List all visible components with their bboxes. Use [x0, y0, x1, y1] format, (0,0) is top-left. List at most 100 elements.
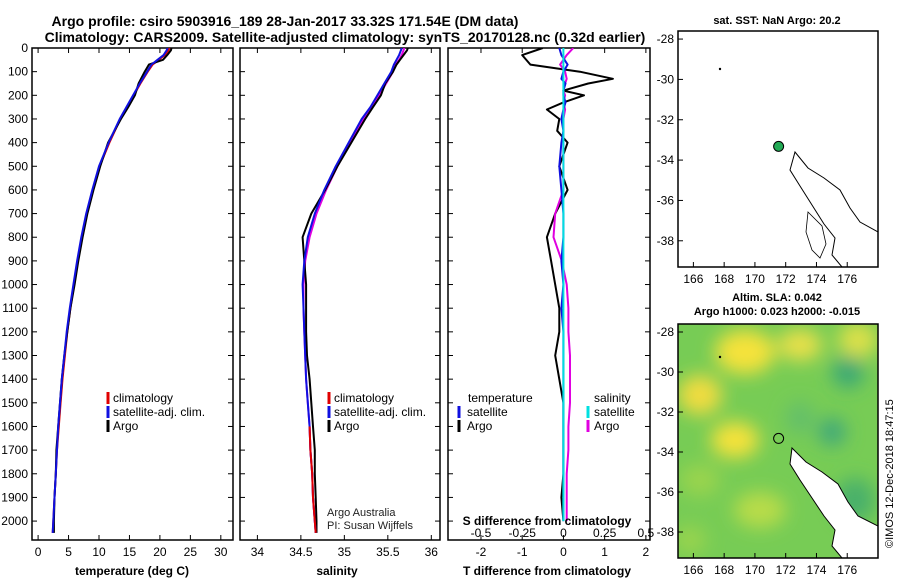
depth-tick-label: 1400 — [1, 372, 28, 386]
sla-map-subtitle: Argo h1000: 0.023 h2000: -0.015 — [694, 306, 860, 318]
lat-tick-label: -38 — [657, 234, 675, 248]
lat-tick-label: -34 — [657, 445, 675, 459]
depth-tick-label: 1600 — [1, 419, 28, 433]
temperature-lines — [51, 48, 173, 533]
sst-map-frame — [677, 30, 879, 268]
lon-tick-label: 172 — [776, 272, 796, 286]
depth-tick-label: 1000 — [1, 278, 28, 292]
salinity-x-tick-label: 35.5 — [376, 545, 400, 559]
temperature-x-tick-label: 15 — [123, 545, 137, 559]
difference-legend: temperature satellite Argo salinity sate… — [457, 391, 635, 433]
lon-tick-label: 168 — [714, 272, 734, 286]
depth-y-ticks: 0 100 200 300 400 500 600 700 800 900 1000 1100 1200… — [1, 41, 650, 528]
sst-map-lat-ticks: -28 -30 -32 -34 -36 -38 — [657, 32, 683, 248]
depth-tick-label: 1900 — [1, 490, 28, 504]
s-difference-tick-label: 0 — [560, 526, 567, 540]
salinity-lines — [301, 48, 409, 533]
salinity-x-label: salinity — [316, 564, 358, 578]
legend-t-satellite: satellite — [467, 405, 508, 419]
depth-tick-label: 0 — [21, 41, 28, 55]
sst-map-panel: sat. SST: NaN Argo: 20.2 166 168 170 172 174… — [657, 15, 879, 286]
s-difference-ticks: -0.5 -0.25 0 0.25 0.5 — [471, 526, 655, 540]
legend-s-satellite: satellite — [594, 405, 635, 419]
lat-tick-label: -36 — [657, 193, 675, 207]
lat-tick-label: -28 — [657, 32, 675, 46]
s-difference-tick-label: -0.5 — [471, 526, 492, 540]
credit-line2: PI: Susan Wijffels — [327, 520, 413, 532]
depth-tick-label: 100 — [8, 65, 28, 79]
depth-tick-label: 1300 — [1, 349, 28, 363]
t-difference-x-tick-label: -2 — [476, 545, 487, 559]
s-difference-tick-label: 0.25 — [593, 526, 617, 540]
salinity-x-tick-label: 36 — [425, 545, 439, 559]
legend-s-argo: Argo — [594, 419, 620, 433]
sla-map-panel: Altim. SLA: 0.042 Argo h1000: 0.023 h200… — [657, 292, 879, 577]
difference-plot-frame — [447, 47, 651, 541]
depth-tick-label: 600 — [8, 183, 28, 197]
difference-panel: -2 -1 0 1 2 -0.5 -0.25 0 0.25 0.5 S difference f… — [447, 47, 655, 578]
salinity-climatology-line — [302, 48, 406, 533]
salinity-legend: climatology satellite-adj. clim. Argo — [327, 391, 426, 433]
salinity-panel: 34 34.5 35 35.5 36 salinity climatology sate… — [239, 47, 441, 578]
temperature-legend: climatology satellite-adj. clim. Argo — [106, 391, 205, 433]
temperature-panel: 0 5 10 15 20 25 30 010020030040050060070080090… — [1, 41, 650, 578]
temperature-x-tick-label: 30 — [214, 545, 228, 559]
lat-tick-label: -28 — [657, 325, 675, 339]
depth-tick-label: 500 — [8, 159, 28, 173]
s-difference-label: S difference from climatology — [463, 514, 632, 528]
legend-climatology: climatology — [113, 391, 173, 405]
legend-temperature-title: temperature — [468, 391, 533, 405]
sla-map-lon-ticks: 166 168 170 172 174 176 — [683, 553, 858, 577]
depth-tick-label: 2000 — [1, 514, 28, 528]
lat-tick-label: -38 — [657, 525, 675, 539]
legend-t-argo: Argo — [467, 419, 493, 433]
temperature-x-tick-label: 5 — [65, 545, 72, 559]
sst-map-title: sat. SST: NaN Argo: 20.2 — [713, 15, 840, 27]
lon-tick-label: 174 — [806, 272, 826, 286]
s-difference-tick-label: -0.25 — [509, 526, 537, 540]
difference-lines — [521, 48, 614, 522]
depth-tick-label: 900 — [8, 254, 28, 268]
legend-satellite: satellite-adj. clim. — [334, 405, 426, 419]
lat-tick-label: -32 — [657, 405, 675, 419]
depth-tick-label: 1100 — [2, 301, 28, 315]
lon-tick-label: 166 — [683, 563, 703, 577]
temperature-x-tick-label: 10 — [92, 545, 106, 559]
salinity-plot-frame — [239, 47, 441, 541]
depth-tick-label: 1200 — [1, 325, 28, 339]
lon-tick-label: 176 — [837, 272, 857, 286]
t-difference-x-tick-label: -1 — [517, 545, 528, 559]
legend-climatology: climatology — [334, 391, 394, 405]
temperature-x-tick-label: 25 — [184, 545, 198, 559]
sla-map-title: Altim. SLA: 0.042 — [732, 292, 822, 304]
figure-title-line2: Climatology: CARS2009. Satellite-adjuste… — [45, 29, 646, 45]
temperature-satellite-line — [51, 48, 169, 533]
temperature-x-tick-label: 0 — [35, 545, 42, 559]
t-difference-x-tick-label: 2 — [643, 545, 650, 559]
salinity-satellite-line — [301, 48, 403, 533]
salinity-x-tick-label: 35 — [338, 545, 352, 559]
depth-tick-label: 200 — [8, 88, 28, 102]
legend-satellite: satellite-adj. clim. — [113, 405, 205, 419]
depth-tick-label: 400 — [8, 136, 28, 150]
t-difference-x-tick-label: 0 — [560, 545, 567, 559]
credit-line1: Argo Australia — [327, 507, 396, 519]
legend-salinity-title: salinity — [594, 391, 631, 405]
t-difference-x-label: T difference from climatology — [463, 564, 631, 578]
lon-tick-label: 170 — [745, 563, 765, 577]
lon-tick-label: 174 — [806, 563, 826, 577]
t-difference-x-tick-label: 1 — [601, 545, 608, 559]
imos-watermark: ©IMOS 12-Dec-2018 18:47:15 — [884, 399, 896, 548]
temperature-x-tick-label: 20 — [153, 545, 167, 559]
depth-tick-label: 700 — [8, 207, 28, 221]
figure-title-line1: Argo profile: csiro 5903916_189 28-Jan-2… — [52, 13, 519, 29]
temperature-plot-frame — [31, 47, 234, 541]
lat-tick-label: -34 — [657, 153, 675, 167]
temperature-x-label: temperature (deg C) — [75, 564, 189, 578]
lon-tick-label: 168 — [714, 563, 734, 577]
depth-tick-label: 1500 — [1, 396, 28, 410]
lat-tick-label: -32 — [657, 113, 675, 127]
depth-tick-label: 1700 — [1, 443, 28, 457]
profile-location-marker — [773, 432, 785, 444]
